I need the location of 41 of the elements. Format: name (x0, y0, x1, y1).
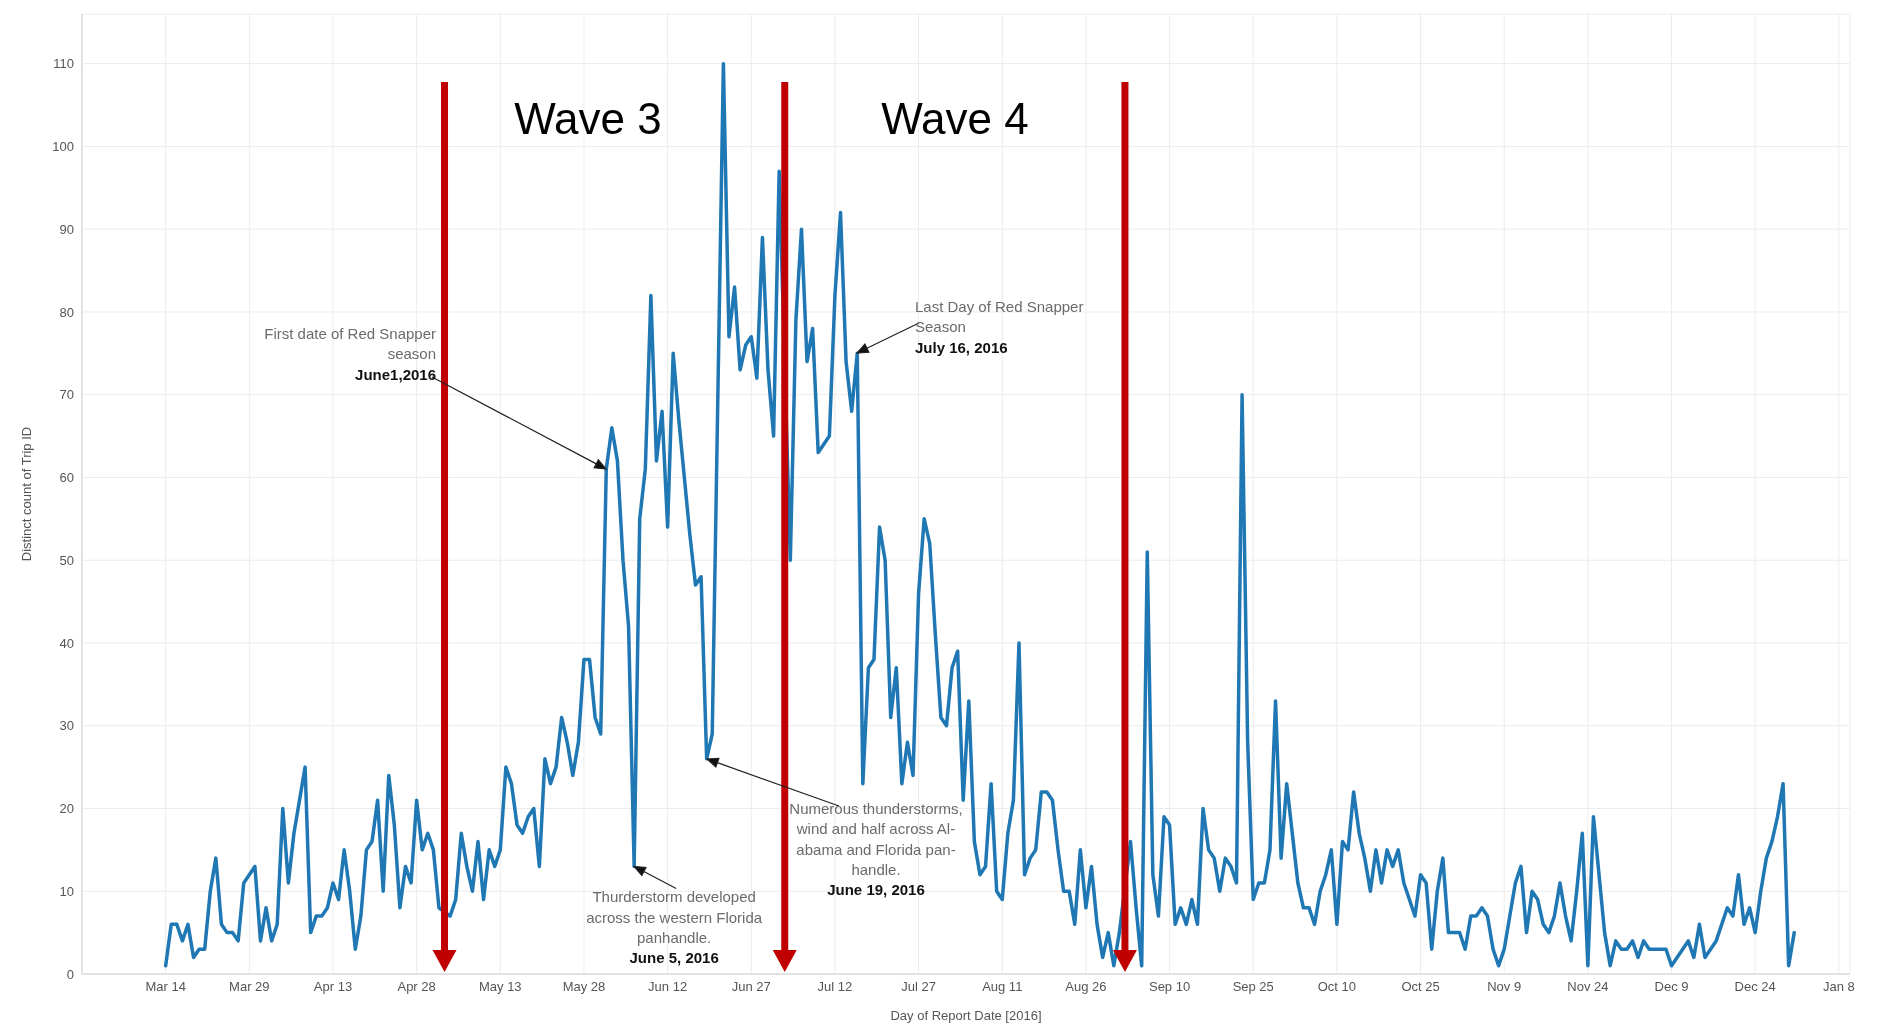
x-tick-label: Dec 9 (1654, 979, 1689, 995)
y-tick-label: 0 (66, 966, 74, 982)
y-tick-label: 30 (59, 718, 74, 734)
x-tick-label: Jul 12 (817, 979, 853, 995)
x-tick-label: Sep 10 (1148, 979, 1191, 995)
y-tick-label: 60 (59, 470, 74, 486)
x-tick-label: Aug 26 (1065, 979, 1107, 995)
x-tick-label: Jun 27 (731, 979, 771, 995)
x-tick-label: Oct 10 (1317, 979, 1357, 995)
x-tick-label: May 28 (562, 979, 606, 995)
x-tick-label: Apr 28 (397, 979, 436, 995)
y-tick-label: 100 (52, 139, 74, 155)
x-axis-title: Day of Report Date [2016] (890, 1008, 1042, 1023)
y-tick-label: 80 (59, 304, 74, 320)
x-tick-label: Nov 24 (1567, 979, 1609, 995)
x-tick-label: Mar 14 (145, 979, 186, 995)
x-tick-label: Jan 8 (1822, 979, 1855, 995)
y-tick-label: 110 (53, 56, 74, 72)
y-tick-label: 10 (59, 883, 74, 899)
x-tick-label: Jun 12 (648, 979, 688, 995)
x-tick-label: Jul 27 (901, 979, 936, 995)
x-tick-label: Oct 25 (1401, 979, 1440, 995)
annotation: Wave 4 (881, 93, 1029, 144)
annotation: First date of Red Snapper season June1,2016 (264, 325, 436, 383)
x-tick-label: Dec 24 (1734, 979, 1776, 995)
y-tick-label: 70 (59, 387, 74, 403)
x-tick-label: Apr 13 (313, 979, 353, 995)
x-tick-label: Sep 25 (1232, 979, 1274, 995)
y-tick-label: 90 (59, 221, 74, 237)
x-tick-label: May 13 (478, 979, 522, 995)
y-tick-label: 20 (59, 801, 74, 817)
annotation: Last Day of Red Snapper Season July 16, 2016 (915, 298, 1084, 356)
y-axis-title: Distinct count of Trip ID (18, 426, 34, 562)
annotation: Thurderstorm developed across the western Florida panhandle. June 5, 2016 (586, 888, 763, 967)
x-tick-label: Aug 11 (982, 979, 1023, 995)
y-tick-label: 40 (59, 635, 74, 651)
annotation: Wave 3 (514, 93, 662, 144)
x-tick-label: Mar 29 (229, 979, 270, 995)
x-tick-label: Nov 9 (1487, 979, 1522, 995)
y-tick-label: 50 (59, 552, 74, 568)
annotation: Numerous thunderstorms, wind and half across Al- abama and Florida pan- handle. June 19, 2016 (789, 800, 963, 898)
